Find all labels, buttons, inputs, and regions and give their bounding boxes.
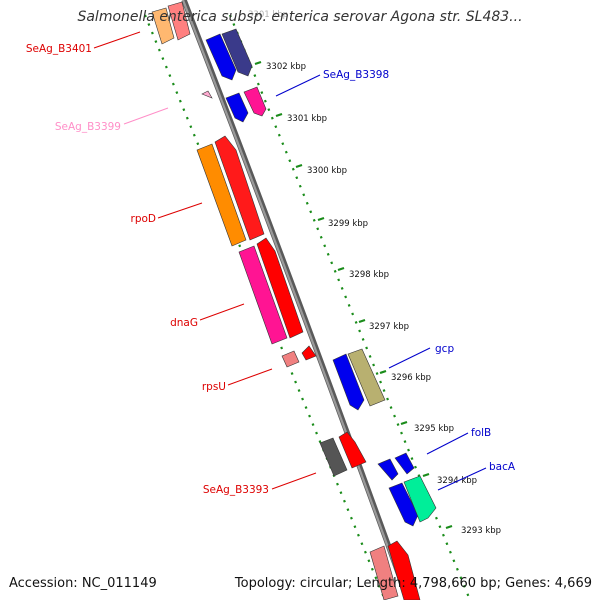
gene-arrow[interactable]	[338, 431, 367, 469]
gene-arrow[interactable]	[377, 458, 399, 481]
backbone-line	[181, 0, 409, 600]
kbp-ticks	[254, 60, 453, 530]
leader-line	[227, 368, 273, 386]
kbp-label: 3298 kbp	[349, 270, 389, 280]
gene-arrow[interactable]	[196, 143, 247, 247]
tick-mark	[317, 216, 325, 222]
leader-line	[388, 347, 431, 369]
tick-mark	[400, 420, 408, 426]
gene-arrow[interactable]	[201, 90, 213, 99]
gene-arrow[interactable]	[238, 245, 288, 345]
leader-line	[271, 472, 317, 490]
gene-labels: SeAg_B3401 SeAg_B3398 SeAg_B3399 rpoD dn…	[26, 43, 516, 496]
backbone	[181, 0, 411, 600]
leader-line	[199, 303, 245, 321]
gene-arrow[interactable]	[332, 353, 365, 411]
gene-label[interactable]: SeAg_B3393	[203, 484, 269, 496]
gene-arrow[interactable]	[388, 482, 419, 527]
gene-label[interactable]: gcp	[435, 343, 454, 355]
label-leaders	[93, 31, 487, 491]
topology-text: Topology: circular; Length: 4,798,660 bp…	[234, 576, 592, 591]
genes-right	[205, 28, 437, 527]
gene-arrow[interactable]	[256, 237, 304, 339]
gene-label[interactable]: rpoD	[131, 213, 157, 225]
tick-mark	[254, 60, 262, 66]
leader-line	[157, 202, 203, 219]
leader-line	[123, 107, 169, 125]
leader-line	[93, 31, 141, 49]
gene-label[interactable]: SeAg_B3398	[323, 69, 389, 81]
gene-arrow[interactable]	[281, 350, 300, 368]
tick-mark	[379, 369, 387, 375]
kbp-label: 3300 kbp	[307, 166, 347, 176]
gene-arrow[interactable]	[394, 452, 415, 475]
gene-arrow[interactable]	[225, 92, 249, 123]
kbp-label: 3299 kbp	[328, 219, 368, 229]
kbp-label: 3295 kbp	[414, 424, 454, 434]
tick-mark	[275, 112, 283, 118]
gene-arrow[interactable]	[205, 33, 237, 81]
kbp-label: 3293 kbp	[461, 526, 501, 536]
leader-line	[275, 74, 321, 97]
gene-arrow[interactable]	[167, 1, 191, 41]
gene-arrow[interactable]	[347, 348, 386, 407]
gene-label[interactable]: bacA	[489, 461, 516, 473]
gene-label[interactable]: SeAg_B3401	[26, 43, 92, 55]
gene-arrow[interactable]	[301, 345, 317, 361]
kbp-label: 3297 kbp	[369, 322, 409, 332]
tick-mark	[422, 472, 430, 478]
gene-arrow[interactable]	[403, 475, 437, 523]
gene-arrow[interactable]	[221, 28, 253, 77]
gene-label[interactable]: dnaG	[170, 317, 198, 329]
gene-label[interactable]: folB	[471, 427, 491, 439]
tick-mark	[445, 524, 453, 530]
kbp-label: 3301 kbp	[248, 10, 288, 20]
tick-mark	[295, 163, 303, 169]
kbp-label: 3302 kbp	[266, 62, 306, 72]
leader-line	[437, 467, 487, 491]
genes-left	[151, 1, 421, 600]
genome-title: Salmonella enterica subsp. enterica sero…	[77, 9, 522, 25]
gene-arrow[interactable]	[319, 437, 348, 477]
gene-label[interactable]: SeAg_B3399	[55, 121, 121, 133]
tick-mark	[358, 318, 366, 324]
gene-arrow[interactable]	[151, 7, 175, 45]
gene-arrow[interactable]	[387, 540, 421, 600]
kbp-label: 3296 kbp	[391, 373, 431, 383]
gene-arrow[interactable]	[369, 545, 399, 600]
accession-text: Accession: NC_011149	[9, 576, 157, 591]
gene-arrow[interactable]	[214, 135, 265, 241]
tick-mark	[337, 266, 345, 272]
leader-line	[426, 432, 469, 455]
kbp-label: 3301 kbp	[287, 114, 327, 124]
gene-label[interactable]: rpsU	[202, 381, 226, 393]
gene-arrow[interactable]	[243, 86, 267, 117]
